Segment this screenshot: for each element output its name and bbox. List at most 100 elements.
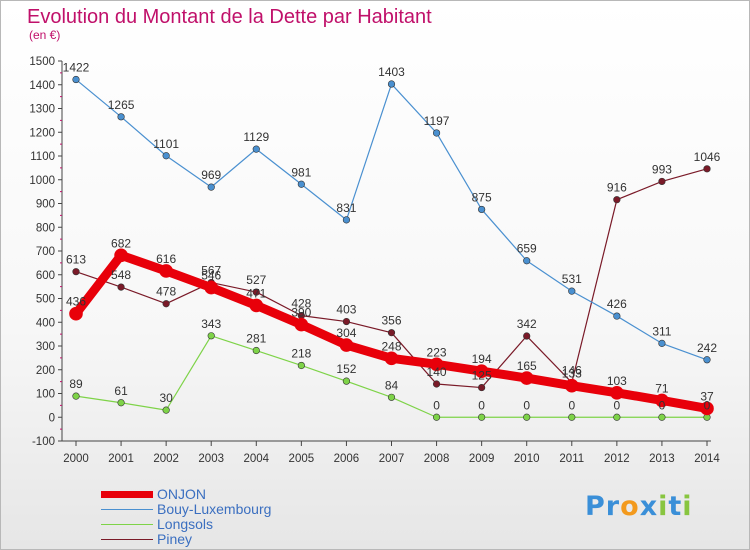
data-label-piney: 478 — [156, 285, 176, 299]
y-tick-label: 700 — [36, 246, 55, 258]
legend-label: ONJON — [157, 486, 206, 502]
data-point-piney — [478, 383, 486, 392]
x-tick-label: 2008 — [424, 453, 450, 465]
logo-letter: x — [639, 491, 659, 522]
data-label-piney: 146 — [562, 364, 582, 378]
data-label-piney: 916 — [607, 181, 627, 195]
legend-label: Longsols — [157, 516, 214, 532]
data-label-piney: 527 — [246, 273, 266, 287]
logo-letter: o — [620, 491, 640, 522]
data-point-bouy-luxembourg — [478, 205, 486, 214]
legend-swatch — [101, 491, 153, 498]
data-point-onjon — [610, 385, 624, 400]
y-tick-label: -100 — [32, 436, 55, 448]
data-point-piney — [162, 300, 170, 308]
data-point-bouy-luxembourg — [613, 312, 621, 320]
x-tick-label: 2009 — [469, 453, 495, 465]
data-label-bouy-luxembourg: 1101 — [153, 137, 179, 151]
data-point-piney — [432, 380, 441, 388]
data-label-longsols: 0 — [659, 398, 666, 412]
data-label-bouy-luxembourg: 831 — [336, 201, 356, 215]
data-label-onjon: 103 — [607, 374, 627, 388]
legend-swatch — [101, 538, 153, 541]
data-point-onjon — [655, 393, 669, 408]
data-point-piney — [72, 268, 80, 276]
data-point-longsols — [613, 413, 621, 421]
data-point-bouy-luxembourg — [568, 287, 576, 295]
data-label-longsols: 0 — [704, 398, 711, 412]
data-label-longsols: 281 — [246, 332, 266, 346]
data-label-onjon: 248 — [381, 339, 401, 353]
x-tick-label: 2007 — [379, 453, 405, 465]
logo-letter: i — [682, 491, 693, 522]
legend-label: Piney — [157, 531, 193, 547]
data-point-bouy-luxembourg — [207, 183, 215, 191]
data-label-piney: 140 — [427, 365, 447, 379]
data-point-onjon — [294, 317, 309, 332]
data-point-piney — [703, 165, 711, 173]
x-tick-label: 2011 — [559, 453, 584, 465]
data-point-longsols — [252, 346, 260, 355]
chart-title: Evolution du Montant de la Dette par Hab… — [27, 6, 432, 28]
data-label-longsols: 0 — [614, 398, 621, 412]
data-point-longsols — [297, 361, 305, 370]
y-tick-label: 800 — [36, 222, 55, 234]
logo-letter: i — [658, 491, 669, 522]
data-label-onjon: 616 — [156, 252, 176, 266]
data-point-longsols — [523, 413, 531, 421]
data-point-onjon — [429, 357, 444, 372]
legend-item-bouy-luxembourg: Bouy-Luxembourg — [101, 502, 271, 517]
data-point-piney — [252, 288, 260, 296]
data-point-bouy-luxembourg — [432, 129, 441, 137]
x-tick-label: 2012 — [604, 453, 630, 465]
data-label-bouy-luxembourg: 981 — [291, 165, 311, 179]
data-point-longsols — [658, 413, 666, 421]
data-point-longsols — [478, 413, 486, 421]
data-label-longsols: 0 — [433, 398, 440, 412]
data-label-bouy-luxembourg: 1197 — [424, 114, 450, 128]
proxiti-logo: Proxiti — [585, 491, 693, 522]
data-point-bouy-luxembourg — [297, 180, 305, 188]
data-label-longsols: 61 — [114, 384, 128, 398]
data-label-onjon: 682 — [111, 236, 131, 250]
data-label-longsols: 343 — [201, 317, 221, 331]
x-tick-label: 2000 — [63, 453, 89, 465]
data-point-longsols — [117, 399, 125, 407]
data-point-bouy-luxembourg — [342, 216, 351, 224]
data-point-bouy-luxembourg — [162, 152, 170, 160]
chart-subtitle: (en €) — [29, 28, 61, 42]
data-label-bouy-luxembourg: 875 — [472, 190, 492, 204]
data-label-piney: 428 — [291, 297, 311, 311]
data-point-piney — [523, 332, 531, 340]
data-label-piney: 356 — [381, 314, 401, 328]
y-tick-label: 1500 — [29, 56, 55, 68]
data-point-onjon — [384, 351, 399, 366]
x-tick-label: 2014 — [694, 453, 720, 465]
data-point-longsols — [207, 332, 215, 340]
data-label-piney: 1046 — [694, 150, 721, 164]
data-label-bouy-luxembourg: 1129 — [243, 130, 269, 144]
data-label-piney: 403 — [336, 303, 356, 317]
data-point-longsols — [387, 393, 396, 401]
legend-item-onjon: ONJON — [101, 487, 271, 502]
data-point-bouy-luxembourg — [703, 356, 711, 364]
data-label-bouy-luxembourg: 426 — [607, 297, 627, 311]
data-label-piney: 613 — [66, 253, 86, 267]
logo-letter: t — [668, 491, 683, 522]
y-tick-label: 1300 — [29, 104, 55, 116]
data-point-onjon — [159, 264, 173, 278]
data-label-longsols: 89 — [69, 377, 83, 391]
data-point-onjon — [519, 371, 534, 385]
legend-label: Bouy-Luxembourg — [157, 501, 272, 517]
legend-swatch — [101, 523, 153, 526]
data-point-onjon — [249, 298, 264, 313]
data-label-onjon: 165 — [517, 359, 537, 373]
data-point-longsols — [342, 377, 351, 385]
data-point-longsols — [72, 392, 80, 400]
y-tick-label: 100 — [36, 389, 55, 401]
data-point-bouy-luxembourg — [387, 80, 396, 88]
data-label-onjon: 223 — [427, 345, 447, 359]
y-tick-label: 1200 — [29, 127, 55, 139]
legend-item-piney: Piney — [101, 532, 271, 547]
